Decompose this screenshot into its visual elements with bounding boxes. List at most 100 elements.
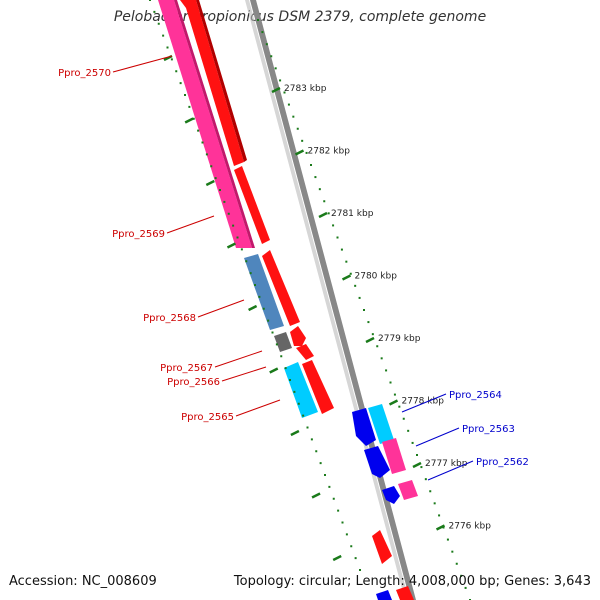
genome-summary: Topology: circular; Length: 4,008,000 bp…	[233, 574, 591, 589]
gene-label[interactable]: Ppro_2563	[462, 424, 515, 435]
gene-feature[interactable]	[296, 344, 314, 360]
gene-feature[interactable]	[376, 590, 392, 600]
gene-feature[interactable]	[364, 446, 390, 478]
guide-dot	[376, 345, 379, 348]
guide-dot	[328, 485, 331, 488]
guide-dot	[385, 369, 388, 372]
guide-dot	[464, 586, 467, 589]
guide-dot	[345, 533, 348, 536]
guide-dot	[389, 381, 392, 384]
guide-dot	[420, 466, 423, 469]
guide-dot	[359, 569, 361, 571]
guide-dot	[258, 295, 261, 298]
gene-label[interactable]: Ppro_2567	[160, 363, 213, 374]
guide-dot	[240, 248, 243, 251]
guide-dot	[332, 497, 335, 500]
gene-feature[interactable]	[372, 530, 392, 564]
guide-dot	[407, 429, 410, 432]
scale-label: 2778 kbp	[402, 397, 445, 407]
gene-feature[interactable]	[174, 0, 255, 248]
scale-label: 2782 kbp	[308, 147, 351, 157]
gene-feature[interactable]	[158, 0, 252, 248]
guide-dot	[223, 200, 226, 203]
gene-feature[interactable]	[234, 166, 270, 244]
guide-dot	[393, 393, 396, 396]
guide-dot	[438, 514, 441, 517]
guide-dot	[451, 550, 454, 553]
gene-feature[interactable]	[262, 250, 300, 326]
guide-dot	[340, 248, 343, 251]
guide-dot	[314, 176, 317, 179]
gene-label[interactable]: Ppro_2569	[112, 229, 165, 240]
scale-tick	[184, 117, 194, 124]
guide-dot	[324, 474, 326, 476]
guide-dot	[301, 139, 304, 142]
guide-dot	[446, 538, 449, 541]
guide-dot	[166, 46, 169, 49]
guide-dot	[416, 454, 418, 456]
guide-dot	[341, 521, 344, 524]
guide-dot	[257, 19, 259, 21]
guide-dot	[227, 212, 230, 215]
gene-feature[interactable]	[302, 360, 334, 414]
guide-dot	[287, 103, 290, 106]
gene-feature[interactable]	[244, 254, 284, 330]
guide-dot	[175, 70, 178, 73]
guide-dot	[205, 153, 208, 156]
guide-dot	[197, 129, 200, 132]
guide-dot	[354, 557, 357, 560]
scale-tick	[205, 179, 215, 187]
gene-feature[interactable]	[382, 438, 406, 474]
gene-feature[interactable]	[180, 0, 244, 166]
guide-dot	[460, 574, 463, 577]
scale-label: 2776 kbp	[449, 522, 492, 532]
guide-dot	[349, 272, 352, 275]
gene-feature[interactable]	[368, 404, 394, 444]
gene-feature[interactable]	[290, 326, 306, 346]
guide-dot	[236, 236, 239, 239]
guide-dot	[245, 260, 248, 263]
guide-dot	[350, 545, 353, 548]
guide-dot	[302, 414, 305, 417]
guide-dot	[442, 526, 445, 529]
guide-dot	[411, 441, 414, 444]
scale-label: 2779 kbp	[378, 334, 421, 344]
dotted-guides	[149, 0, 471, 600]
callout-line	[166, 215, 215, 234]
guide-dot	[306, 426, 309, 429]
guide-dot	[319, 462, 322, 465]
guide-dot	[279, 79, 282, 82]
callout-line	[427, 460, 474, 481]
gene-label[interactable]: Ppro_2562	[476, 457, 529, 468]
callout-line	[214, 350, 263, 368]
gene-label[interactable]: Ppro_2564	[449, 390, 502, 401]
scale-tick	[269, 367, 279, 374]
scale-label: 2780 kbp	[355, 272, 398, 282]
gene-label[interactable]: Ppro_2568	[143, 313, 196, 324]
scale-tick	[290, 429, 300, 437]
guide-dot	[310, 164, 312, 166]
callout-line	[235, 399, 281, 417]
guide-dot	[184, 94, 186, 96]
gene-label[interactable]: Ppro_2565	[181, 412, 234, 423]
scale-tick	[365, 336, 375, 344]
guide-dot	[433, 502, 436, 505]
gene-feature[interactable]	[196, 0, 247, 162]
guide-dot	[271, 331, 274, 334]
guide-dot	[153, 10, 156, 13]
gene-feature[interactable]	[398, 480, 418, 500]
gene-feature[interactable]	[382, 486, 400, 504]
guide-dot	[265, 43, 268, 46]
gene-label[interactable]: Ppro_2566	[167, 377, 220, 388]
gene-feature[interactable]	[352, 408, 376, 446]
gene-label[interactable]: Ppro_2570	[58, 68, 111, 79]
guide-dot	[380, 357, 383, 360]
gene-feature[interactable]	[284, 362, 318, 418]
guide-dot	[367, 321, 370, 324]
gene-feature[interactable]	[396, 586, 414, 600]
forward-strand-track	[158, 0, 392, 564]
scale-tick	[388, 399, 399, 406]
guide-dot	[310, 438, 313, 441]
gene-feature[interactable]	[274, 332, 292, 352]
guide-dot	[363, 309, 365, 311]
